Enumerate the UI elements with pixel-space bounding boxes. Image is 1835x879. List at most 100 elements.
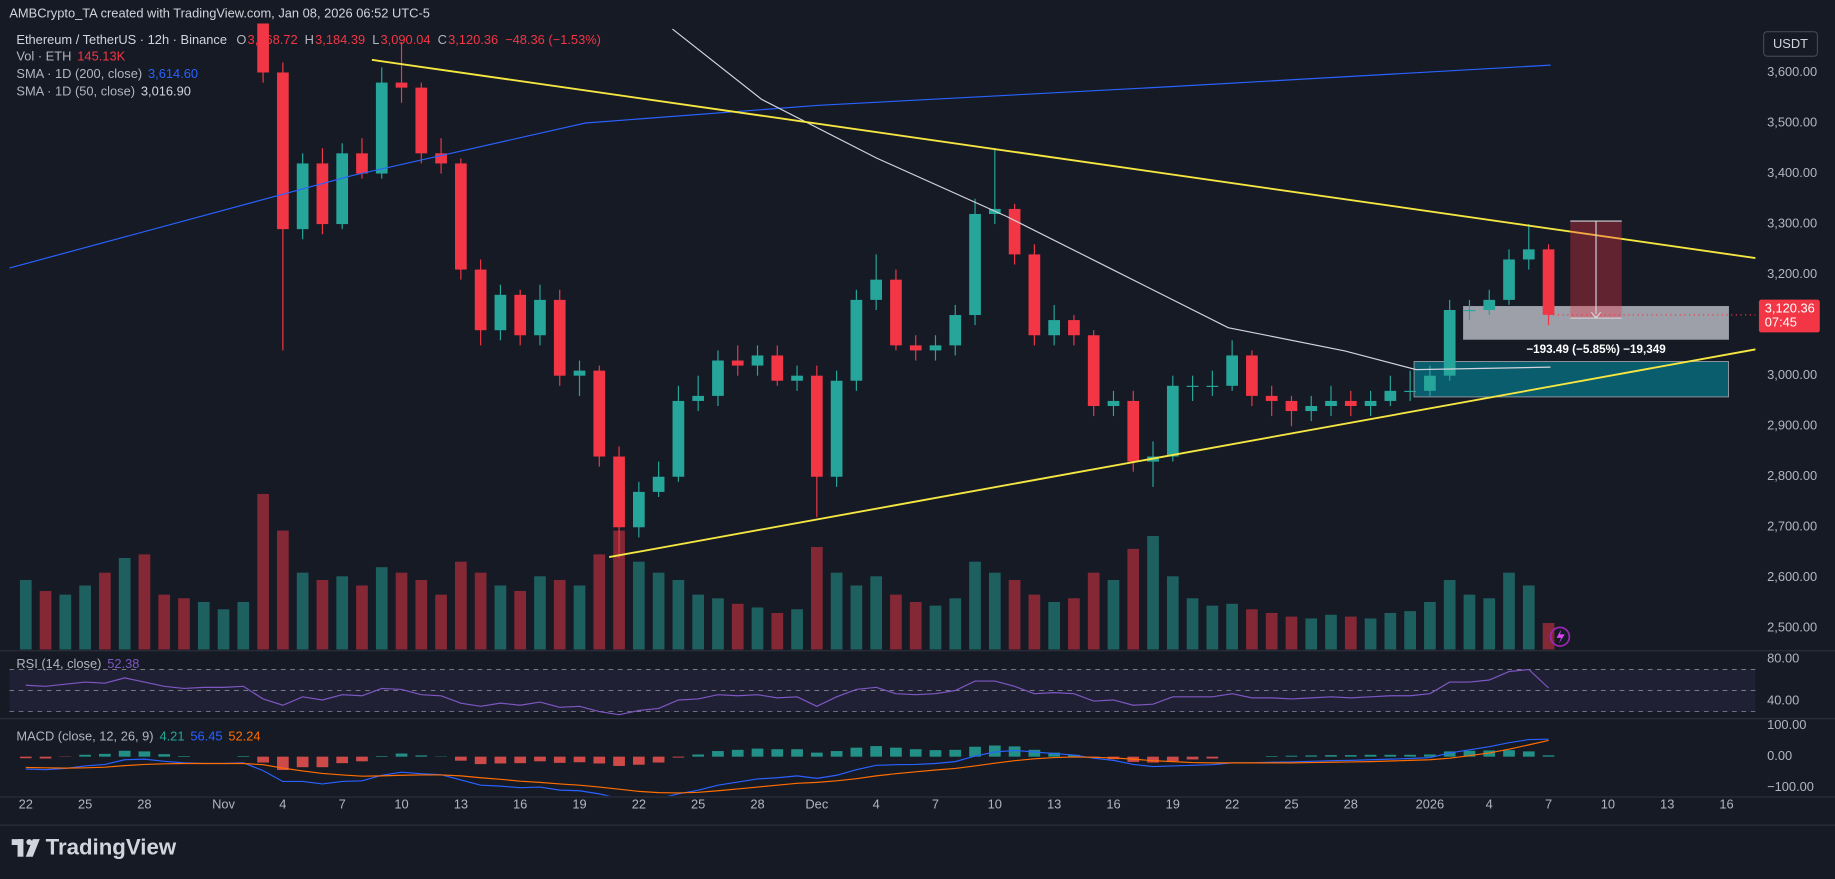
volume-bar bbox=[751, 607, 764, 650]
x-tick-label: 16 bbox=[1106, 797, 1120, 812]
candle-body bbox=[909, 345, 922, 351]
rsi-pane bbox=[9, 668, 1756, 716]
candle-body bbox=[1503, 259, 1515, 300]
legend-item: 3,184.39 bbox=[315, 32, 365, 47]
volume-bar bbox=[19, 579, 32, 650]
x-tick-label: 28 bbox=[750, 797, 764, 812]
volume-bar bbox=[1246, 609, 1258, 650]
y-tick-label: 3,300.00 bbox=[1767, 215, 1817, 230]
candle-body bbox=[1384, 390, 1397, 401]
macd-histogram-bar bbox=[19, 756, 32, 759]
candle-body bbox=[929, 345, 942, 351]
volume-bar bbox=[1226, 603, 1238, 650]
macd-histogram-bar bbox=[375, 756, 388, 757]
attribution: AMBCrypto_TA created with TradingView.co… bbox=[9, 6, 430, 21]
candle-body bbox=[969, 213, 981, 316]
volume-bar bbox=[257, 493, 269, 650]
macd-histogram-bar bbox=[1028, 749, 1041, 757]
legend-item: C bbox=[438, 32, 447, 47]
legend: Vol · ETH 145.13K bbox=[16, 49, 125, 64]
x-tick-label: 22 bbox=[19, 797, 33, 812]
legend-item: 3,016.90 bbox=[141, 84, 191, 99]
last-price-label: 3,120.36 bbox=[1765, 300, 1815, 315]
volume-bar bbox=[197, 601, 210, 650]
volume-bar bbox=[890, 594, 902, 650]
candle-body bbox=[771, 355, 784, 381]
x-tick-label: 2026 bbox=[1416, 797, 1445, 812]
rsi-line bbox=[25, 668, 1549, 716]
volume-bar bbox=[1483, 598, 1496, 650]
macd-histogram-bar bbox=[751, 748, 764, 757]
volume-bar bbox=[39, 590, 52, 650]
candle-body bbox=[830, 380, 843, 477]
volume-bar bbox=[1503, 572, 1515, 650]
y-tick-label: 40.00 bbox=[1767, 692, 1799, 707]
volume-bar bbox=[791, 609, 803, 650]
x-tick-label: 7 bbox=[339, 797, 346, 812]
macd-histogram-bar bbox=[1008, 746, 1021, 757]
signal-line bbox=[25, 739, 1549, 794]
volume-bar bbox=[99, 572, 111, 650]
candle-body bbox=[296, 163, 309, 230]
legend: RSI (14, close) 52.38 bbox=[16, 656, 139, 671]
volume-bar bbox=[692, 594, 705, 650]
macd-histogram-bar bbox=[118, 750, 131, 757]
volume-bar bbox=[59, 594, 72, 650]
y-tick-label: 2,800.00 bbox=[1767, 468, 1817, 483]
legend: SMA · 1D (200, close) 3,614.60 bbox=[16, 66, 198, 81]
candle-body bbox=[395, 82, 408, 88]
macd-histogram-bar bbox=[988, 745, 1001, 757]
measure-label: −193.49 (−5.85%) −19,349 bbox=[1526, 343, 1666, 356]
x-tick-label: 25 bbox=[1284, 797, 1298, 812]
volume-bar bbox=[731, 603, 744, 650]
volume-bar bbox=[1166, 576, 1179, 650]
volume-bar bbox=[1206, 605, 1219, 650]
x-tick-label: 19 bbox=[1166, 797, 1180, 812]
macd-histogram-bar bbox=[455, 756, 467, 761]
candle-body bbox=[1305, 405, 1318, 412]
x-tick-label: 13 bbox=[1660, 797, 1674, 812]
volume-bar bbox=[1384, 612, 1397, 650]
candle-body bbox=[949, 315, 962, 346]
volume-bar bbox=[1147, 536, 1159, 650]
candle-body bbox=[1483, 299, 1496, 310]
candle-body bbox=[712, 360, 724, 396]
y-tick-label: 100.00 bbox=[1767, 717, 1806, 732]
currency-button[interactable] bbox=[1763, 31, 1819, 57]
legend-item: RSI (14, close) bbox=[16, 656, 101, 671]
candle-body bbox=[613, 456, 625, 528]
x-tick-label: 10 bbox=[988, 797, 1002, 812]
candle-body bbox=[1404, 390, 1416, 393]
macd-histogram-bar bbox=[909, 749, 922, 757]
candle-body bbox=[1008, 208, 1021, 255]
legend-item: Ethereum / TetherUS · 12h · Binance bbox=[16, 32, 227, 47]
volume-bar bbox=[1522, 585, 1535, 650]
macd-histogram-bar bbox=[474, 756, 487, 765]
volume-bar bbox=[850, 585, 863, 650]
legend-item: H bbox=[305, 32, 314, 47]
macd-histogram-bar bbox=[296, 756, 309, 768]
macd-histogram-bar bbox=[514, 756, 527, 764]
macd-histogram-bar bbox=[1503, 750, 1515, 757]
legend-item: 3,090.04 bbox=[381, 32, 431, 47]
y-tick-label: 2,600.00 bbox=[1767, 569, 1817, 584]
macd-histogram-bar bbox=[1206, 756, 1219, 759]
volume-bar bbox=[573, 585, 586, 650]
x-tick-label: 7 bbox=[1545, 797, 1552, 812]
trendline bbox=[371, 58, 1756, 259]
alert-icon[interactable] bbox=[1549, 626, 1571, 647]
candle-body bbox=[1463, 309, 1476, 312]
currency-label[interactable]: USDT bbox=[1773, 36, 1808, 51]
macd-histogram-bar bbox=[138, 751, 151, 757]
macd-histogram-bar bbox=[870, 746, 883, 757]
volume-bar bbox=[810, 547, 823, 650]
volume-bar bbox=[534, 576, 546, 650]
x-tick-label: 19 bbox=[572, 797, 586, 812]
macd-histogram-bar bbox=[593, 756, 606, 764]
volume-bar bbox=[138, 554, 151, 650]
candle-body bbox=[652, 476, 665, 492]
x-tick-label: 22 bbox=[1225, 797, 1239, 812]
macd-histogram-bar bbox=[1265, 756, 1278, 757]
x-tick-label: 7 bbox=[932, 797, 939, 812]
